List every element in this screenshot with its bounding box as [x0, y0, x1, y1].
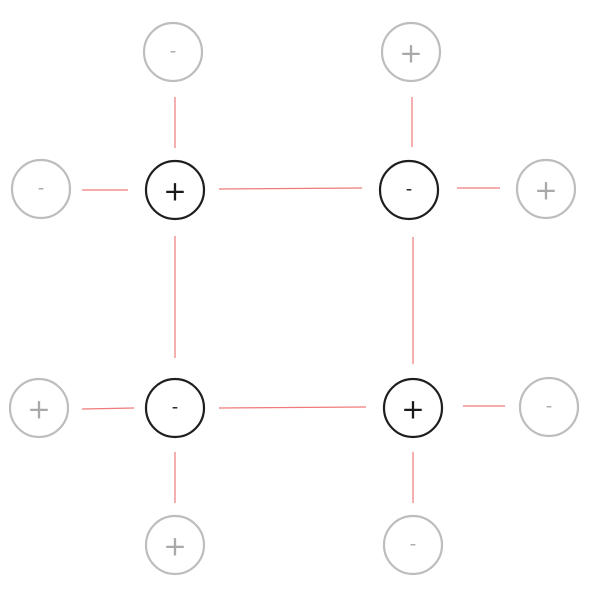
center-node: -: [144, 377, 206, 439]
node-circle: [144, 159, 206, 221]
node-circle: [518, 376, 580, 438]
outer-node: -: [142, 21, 204, 83]
center-node: +: [382, 377, 444, 439]
node-sign: +: [163, 530, 186, 563]
node-sign: -: [172, 397, 179, 418]
node-sign: +: [163, 175, 186, 208]
center-node: +: [144, 159, 206, 221]
node-circle: [515, 158, 577, 220]
node-circle: [144, 514, 206, 576]
node-circle: [378, 159, 440, 221]
node-circle: [144, 377, 206, 439]
link-o5-c3: [81, 407, 135, 410]
node-circle: [380, 21, 442, 83]
node-sign: -: [38, 178, 45, 199]
node-sign: -: [406, 179, 413, 200]
center-node: -: [378, 159, 440, 221]
node-circle: [382, 514, 444, 576]
links-layer: [81, 97, 505, 503]
node-circle: [8, 377, 70, 439]
link-c1-c2: [218, 187, 363, 190]
node-sign: -: [410, 534, 417, 555]
node-circle: [142, 21, 204, 83]
node-circle: [382, 377, 444, 439]
node-sign: +: [27, 393, 50, 426]
outer-node: +: [380, 21, 442, 83]
node-sign: +: [534, 174, 557, 207]
node-sign: +: [399, 37, 422, 70]
node-sign: -: [546, 396, 553, 417]
node-circle: [10, 158, 72, 220]
outer-node: +: [515, 158, 577, 220]
outer-node: -: [10, 158, 72, 220]
outer-node: -: [518, 376, 580, 438]
outer-node: +: [144, 514, 206, 576]
node-sign: -: [170, 41, 177, 62]
link-c3-c4: [218, 406, 367, 409]
node-sign: +: [401, 393, 424, 426]
outer-node: +: [8, 377, 70, 439]
outer-node: -: [382, 514, 444, 576]
nodes-layer: + - - + - + - +: [8, 21, 580, 576]
